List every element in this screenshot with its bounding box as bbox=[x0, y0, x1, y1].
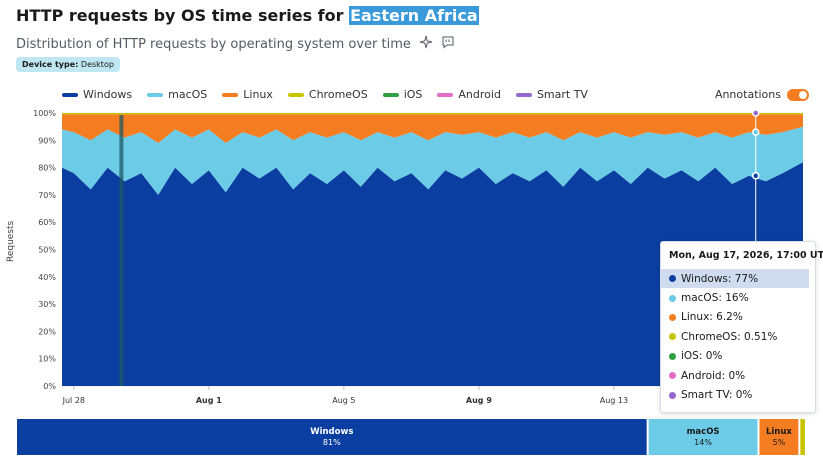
summary-segment-fill bbox=[759, 419, 799, 455]
y-tick-label: 70% bbox=[38, 191, 56, 200]
area-linux bbox=[62, 114, 803, 143]
legend-swatch bbox=[287, 92, 304, 97]
legend-label: Android bbox=[458, 88, 501, 101]
tooltip-row-label: ChromeOS: 0.51% bbox=[681, 330, 778, 343]
summary-segment-value: 81% bbox=[323, 438, 341, 447]
tooltip-row-label: Linux: 6.2% bbox=[681, 311, 743, 324]
legend-label: Linux bbox=[243, 88, 273, 101]
legend-swatch bbox=[222, 92, 239, 97]
legend-label: ChromeOS bbox=[308, 88, 368, 101]
tooltip-row-label: Smart TV: 0% bbox=[681, 389, 753, 402]
legend-swatch bbox=[382, 92, 399, 97]
tooltip-dot bbox=[669, 372, 676, 380]
y-tick-label: 30% bbox=[38, 300, 56, 309]
y-tick-label: 100% bbox=[33, 109, 56, 118]
tooltip-rows: Windows: 77% macOS: 16% Linux: 6.2% ChromeO… bbox=[661, 269, 815, 405]
tooltip-dot bbox=[669, 391, 676, 399]
legend-item-ios[interactable]: iOS bbox=[382, 88, 423, 101]
chart-legend: Windows macOS Linux ChromeOS iOS Android… bbox=[62, 88, 603, 101]
tooltip-header: Mon, Aug 17, 2026, 17:00 UTC bbox=[669, 250, 823, 261]
hover-dot bbox=[751, 109, 760, 117]
summary-segment-fill bbox=[800, 419, 805, 455]
legend-swatch bbox=[147, 92, 164, 97]
tooltip-row: Android: 0% bbox=[661, 366, 809, 385]
y-tick-label: 90% bbox=[38, 136, 56, 145]
hover-dot bbox=[751, 172, 760, 180]
x-tick-label: Aug 1 bbox=[196, 396, 222, 405]
y-tick-label: 60% bbox=[38, 218, 56, 227]
region-selector[interactable]: Eastern Africa bbox=[349, 6, 479, 25]
area-macos bbox=[62, 126, 803, 195]
legend-label: iOS bbox=[403, 88, 423, 101]
legend-item-smart-tv[interactable]: Smart TV bbox=[515, 88, 588, 101]
badge-label: Device type: bbox=[22, 60, 79, 69]
area-windows bbox=[62, 162, 803, 386]
annotations-control: Annotations bbox=[715, 88, 809, 101]
tooltip-row-label: macOS: 16% bbox=[681, 292, 749, 305]
tooltip-dot bbox=[669, 352, 676, 360]
tooltip-row-label: iOS: 0% bbox=[681, 350, 723, 363]
tooltip-row: Windows: 77% bbox=[661, 269, 809, 289]
legend-item-android[interactable]: Android bbox=[437, 88, 501, 101]
x-tick-label: Aug 13 bbox=[600, 396, 628, 405]
stacked-areas bbox=[62, 113, 803, 386]
y-tick-label: 40% bbox=[38, 273, 56, 282]
y-tick-label: 20% bbox=[38, 327, 56, 336]
y-tick-label: 80% bbox=[38, 164, 56, 173]
legend-swatch bbox=[62, 92, 78, 97]
tooltip-row: iOS: 0% bbox=[661, 347, 809, 366]
chart-subtitle: Distribution of HTTP requests by operati… bbox=[16, 35, 455, 53]
legend-swatch bbox=[437, 92, 454, 97]
legend-item-windows[interactable]: Windows bbox=[62, 88, 132, 101]
tooltip-row-label: Android: 0% bbox=[681, 369, 746, 382]
page-title: HTTP requests by OS time series for East… bbox=[16, 6, 479, 25]
legend-item-chromeos[interactable]: ChromeOS bbox=[287, 88, 368, 101]
comment-icon[interactable] bbox=[441, 35, 455, 53]
y-tick-label: 0% bbox=[43, 382, 56, 391]
tooltip-dot bbox=[669, 333, 676, 341]
tooltip-dot bbox=[669, 313, 676, 321]
legend-item-macos[interactable]: macOS bbox=[147, 88, 207, 101]
subtitle-text: Distribution of HTTP requests by operati… bbox=[16, 36, 411, 52]
legend-item-linux[interactable]: Linux bbox=[222, 88, 273, 101]
x-tick-label: Aug 5 bbox=[332, 396, 355, 405]
device-type-badge[interactable]: Device type: Desktop bbox=[16, 57, 120, 72]
sparkle-icon[interactable] bbox=[419, 35, 433, 53]
y-tick-label: 50% bbox=[38, 246, 56, 255]
hover-tooltip: Mon, Aug 17, 2026, 17:00 UTC Windows: 77… bbox=[660, 241, 823, 413]
tooltip-row: macOS: 16% bbox=[661, 288, 809, 307]
legend-label: Smart TV bbox=[536, 88, 588, 101]
summary-segment-value: 5% bbox=[773, 438, 786, 447]
annotation-band bbox=[119, 115, 124, 386]
annotations-label: Annotations bbox=[714, 88, 781, 101]
legend-label: macOS bbox=[168, 88, 208, 101]
summary-segment-chromeos[interactable] bbox=[800, 419, 805, 455]
tooltip-row-label: Windows: 77% bbox=[681, 272, 759, 285]
summary-segment-fill bbox=[17, 419, 647, 455]
x-tick-label: Aug 9 bbox=[466, 396, 492, 405]
summary-segment-name: Windows bbox=[310, 427, 353, 437]
y-tick-label: 10% bbox=[38, 355, 56, 364]
summary-segment-fill bbox=[648, 419, 758, 455]
tooltip-row: ChromeOS: 0.51% bbox=[661, 327, 809, 346]
title-prefix: HTTP requests by OS time series for bbox=[16, 6, 350, 25]
tooltip-dot bbox=[669, 294, 676, 302]
summary-segment-value: 14% bbox=[694, 438, 712, 447]
annotations-toggle[interactable] bbox=[787, 88, 809, 101]
tooltip-row: Smart TV: 0% bbox=[661, 385, 809, 404]
tooltip-dot bbox=[669, 275, 676, 283]
summary-segment-name: macOS bbox=[687, 427, 720, 437]
badge-value: Desktop bbox=[80, 60, 114, 69]
x-tick-label: Jul 28 bbox=[62, 396, 85, 405]
legend-swatch bbox=[515, 92, 532, 97]
legend-label: Windows bbox=[83, 88, 133, 101]
summary-segment-name: Linux bbox=[766, 427, 792, 437]
toggle-knob bbox=[799, 90, 807, 99]
hover-dot bbox=[751, 128, 760, 136]
tooltip-row: Linux: 6.2% bbox=[661, 308, 809, 327]
